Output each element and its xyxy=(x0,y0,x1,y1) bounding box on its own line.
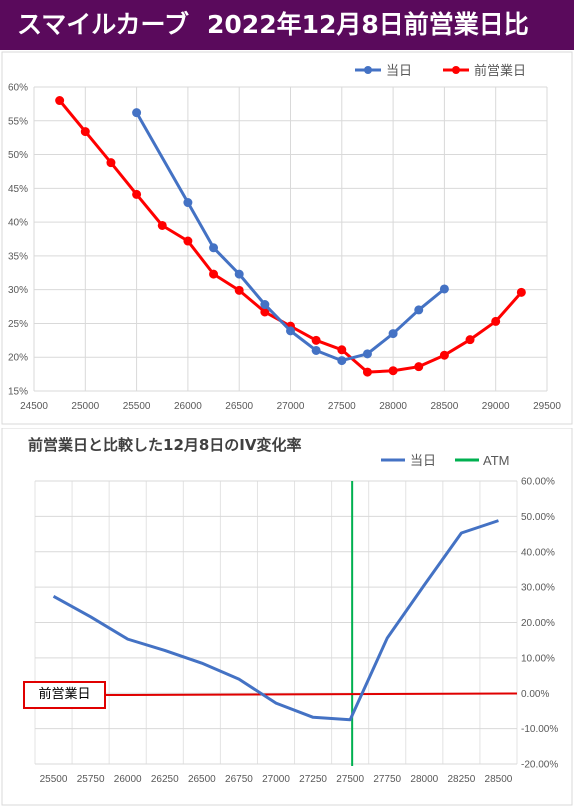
data-point xyxy=(132,189,142,199)
y-tick-label: -20.00% xyxy=(521,760,558,771)
data-point xyxy=(439,284,449,294)
x-tick-label: 28500 xyxy=(430,401,458,412)
data-point xyxy=(260,300,270,310)
x-tick-label: 27500 xyxy=(328,401,356,412)
y-tick-label: 15% xyxy=(8,387,28,398)
legend-label: ATM xyxy=(483,453,509,468)
y-tick-label: 60.00% xyxy=(521,477,555,488)
y-tick-label: 35% xyxy=(8,251,28,262)
data-point xyxy=(337,345,347,355)
data-point xyxy=(55,96,65,106)
x-tick-label: 25750 xyxy=(77,774,105,785)
y-tick-label: 50% xyxy=(8,150,28,161)
data-point xyxy=(491,316,501,326)
data-point xyxy=(362,349,372,359)
chart1-frame xyxy=(1,51,573,425)
y-tick-label: 60% xyxy=(8,83,28,94)
series-line-0 xyxy=(135,111,446,363)
legend-label: 当日 xyxy=(410,453,436,468)
previous-day-reference-line xyxy=(105,692,518,697)
y-tick-label: -10.00% xyxy=(521,724,558,735)
legend-label: 当日 xyxy=(386,63,412,78)
data-point xyxy=(516,287,526,297)
x-tick-label: 26750 xyxy=(225,774,253,785)
y-tick-label: 20.00% xyxy=(521,618,555,629)
data-point xyxy=(311,345,321,355)
x-tick-label: 28000 xyxy=(410,774,438,785)
x-tick-label: 27750 xyxy=(373,774,401,785)
x-tick-label: 25500 xyxy=(123,401,151,412)
data-point xyxy=(311,335,321,345)
data-point xyxy=(80,127,90,137)
chart2-title: 前営業日と比較した12月8日のIV変化率 xyxy=(28,436,302,454)
data-point xyxy=(209,269,219,279)
legend-swatch-marker xyxy=(452,66,460,74)
data-point xyxy=(183,198,193,208)
x-tick-label: 26250 xyxy=(151,774,179,785)
data-point xyxy=(414,305,424,315)
legend-label: 前営業日 xyxy=(474,63,526,78)
y-tick-label: 25% xyxy=(8,319,28,330)
y-tick-label: 20% xyxy=(8,353,28,364)
page-header: スマイルカーブ 2022年12月8日前営業日比 xyxy=(0,0,574,50)
x-tick-label: 26000 xyxy=(174,401,202,412)
x-tick-label: 27000 xyxy=(277,401,305,412)
header-title-right: 2022年12月8日前営業日比 xyxy=(207,10,529,39)
x-tick-label: 28250 xyxy=(447,774,475,785)
smile-curve-chart: 15% 20% 25% 30% 35% 40% 45% 50% 55% 60% 24500 25000… xyxy=(1,51,573,425)
data-point xyxy=(234,269,244,279)
y-tick-label: 40.00% xyxy=(521,547,555,558)
x-tick-label: 29500 xyxy=(533,401,561,412)
data-point xyxy=(183,236,193,246)
y-tick-label: 0.00% xyxy=(521,689,549,700)
data-point xyxy=(132,108,142,118)
x-tick-label: 26500 xyxy=(188,774,216,785)
data-point xyxy=(337,356,347,366)
y-tick-label: 45% xyxy=(8,184,28,195)
data-point xyxy=(157,220,167,230)
data-point xyxy=(465,335,475,345)
previous-day-callout: 前営業日 xyxy=(23,681,106,709)
series-line-0 xyxy=(52,519,499,722)
x-tick-label: 26500 xyxy=(225,401,253,412)
y-tick-label: 30.00% xyxy=(521,583,555,594)
y-tick-label: 55% xyxy=(8,116,28,127)
x-tick-label: 27500 xyxy=(336,774,364,785)
data-point xyxy=(234,285,244,295)
legend-swatch-marker xyxy=(364,66,372,74)
data-point xyxy=(286,326,295,336)
y-tick-label: 40% xyxy=(8,218,28,229)
x-tick-label: 25500 xyxy=(40,774,68,785)
data-point xyxy=(388,366,398,376)
chart2-frame xyxy=(1,428,573,806)
x-tick-label: 26000 xyxy=(114,774,142,785)
data-point xyxy=(106,158,116,168)
x-tick-label: 25000 xyxy=(71,401,99,412)
x-tick-label: 27000 xyxy=(262,774,290,785)
x-tick-label: 27250 xyxy=(299,774,327,785)
y-tick-label: 10.00% xyxy=(521,653,555,664)
data-point xyxy=(439,350,449,360)
header-title-left: スマイルカーブ xyxy=(17,10,190,39)
data-point xyxy=(362,367,372,377)
y-tick-label: 50.00% xyxy=(521,512,555,523)
x-tick-label: 24500 xyxy=(20,401,48,412)
iv-change-chart: -20.00% -10.00% 0.00% 10.00% 20.00% 30.00% 40.… xyxy=(1,428,573,806)
x-tick-label: 28000 xyxy=(379,401,407,412)
x-tick-label: 29000 xyxy=(482,401,510,412)
data-point xyxy=(209,243,219,253)
data-point xyxy=(388,329,398,339)
data-point xyxy=(414,362,424,372)
x-tick-label: 28500 xyxy=(485,774,513,785)
y-tick-label: 30% xyxy=(8,285,28,296)
